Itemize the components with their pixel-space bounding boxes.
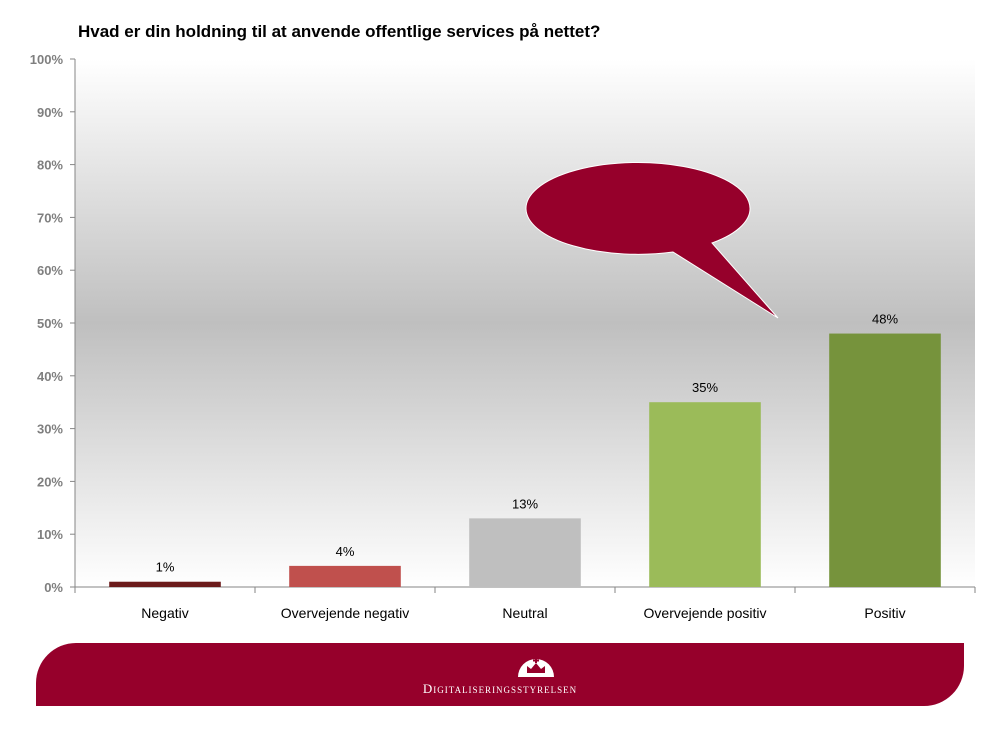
- bar: [829, 333, 941, 587]
- x-tick-label: Negativ: [141, 605, 188, 621]
- plot-area: [75, 59, 975, 587]
- footer-banner: Digitaliseringsstyrelsen: [36, 643, 964, 706]
- bar: [469, 518, 581, 587]
- bar-chart: 0% 10% 20% 30% 40% 50% 60% 70% 80% 90% 100% Negati…: [30, 52, 976, 621]
- y-tick-label: 20%: [37, 474, 63, 489]
- x-axis: Negativ Overvejende negativ Neutral Overvej…: [74, 586, 976, 621]
- brand-name: Digitaliseringsstyrelsen: [422, 681, 578, 696]
- y-tick-label: 10%: [37, 527, 63, 542]
- bar: [289, 565, 401, 587]
- y-tick-label: 50%: [37, 316, 63, 331]
- y-tick-label: 90%: [37, 105, 63, 120]
- y-axis: 0% 10% 20% 30% 40% 50% 60% 70% 80% 90% 100%: [30, 52, 76, 595]
- y-tick-label: 60%: [37, 263, 63, 278]
- x-tick-label: Neutral: [502, 605, 547, 621]
- data-label: 13%: [512, 496, 538, 511]
- y-tick-label: 80%: [37, 158, 63, 173]
- bar: [109, 581, 221, 587]
- data-labels: 1% 4% 13% 35% 48%: [156, 312, 899, 575]
- bar-series: [109, 333, 941, 587]
- crown-icon: [518, 658, 554, 677]
- chart-title: Hvad er din holdning til at anvende offe…: [78, 22, 601, 41]
- data-label: 4%: [336, 544, 355, 559]
- data-label: 35%: [692, 380, 718, 395]
- y-tick-label: 70%: [37, 210, 63, 225]
- data-label: 48%: [872, 312, 898, 327]
- x-tick-label: Overvejende positiv: [644, 605, 767, 621]
- x-tick-label: Overvejende negativ: [281, 605, 409, 621]
- data-label: 1%: [156, 560, 175, 575]
- speech-bubble-callout: [525, 161, 779, 319]
- bar: [649, 402, 761, 587]
- y-tick-label: 0%: [44, 580, 63, 595]
- y-tick-label: 100%: [30, 52, 64, 67]
- x-tick-label: Positiv: [864, 605, 905, 621]
- y-tick-label: 40%: [37, 369, 63, 384]
- y-tick-label: 30%: [37, 422, 63, 437]
